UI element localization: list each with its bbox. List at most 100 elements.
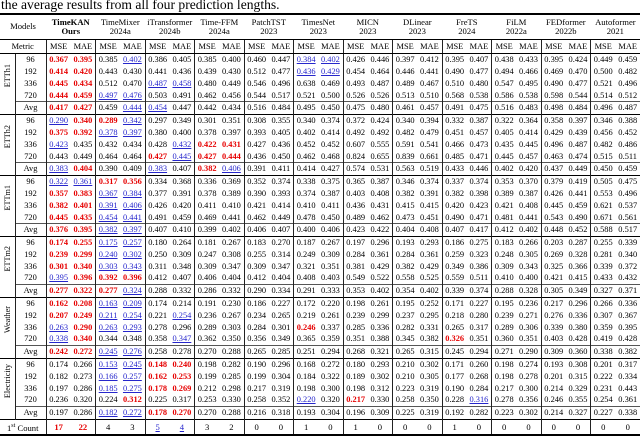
mse-value-cell: 0.454 [144, 101, 170, 115]
mse-value-cell: 0.174 [45, 236, 71, 249]
mse-value-cell: 0.198 [293, 382, 319, 395]
mae-value-cell: 0.477 [271, 66, 291, 76]
table-row: Avg 0.376 0.395 0.382 0.397 0.407 0.410 0.399 0.… [0, 223, 640, 237]
horizon-label: 336 [14, 199, 46, 212]
mae-value-cell: 0.309 [320, 249, 340, 259]
mae-value-cell: 0.270 [271, 238, 291, 248]
count-value-cell: 3 [194, 419, 220, 436]
mse-value-cell: 0.288 [144, 284, 170, 298]
mse-value-cell: 0.400 [293, 223, 319, 237]
mae-value-cell: 0.423 [469, 200, 489, 210]
mae-value-cell: 0.374 [320, 116, 340, 126]
mae-value-cell: 0.294 [466, 345, 492, 359]
mse-value-cell: 0.408 [293, 272, 319, 285]
count-value-cell: 0 [427, 421, 432, 432]
mse-value-cell: 0.162 [45, 297, 71, 310]
mae-value-cell: 0.462 [370, 212, 390, 222]
mse-value-cell: 0.217 [342, 394, 368, 407]
mse-value-cell: 0.187 [293, 236, 319, 249]
mse-value-cell: 0.189 [342, 370, 368, 383]
mse-value-cell: 0.448 [540, 223, 566, 237]
mse-value-cell: 0.210 [392, 358, 418, 371]
table-row: 336 0.197 0.286 0.185 0.275 0.178 0.269 0.212 0.… [0, 382, 640, 395]
mse-value-cell: 0.265 [243, 345, 269, 359]
mae-value-cell: 0.367 [618, 310, 638, 320]
mae-value-cell: 0.254 [172, 310, 192, 320]
mae-value-cell: 0.285 [268, 345, 294, 359]
mse-column-header: MSE [243, 39, 269, 54]
mae-value-cell: 0.449 [565, 162, 591, 176]
dataset-label: ETTm2 [2, 246, 12, 272]
horizon-label: 192 [14, 309, 46, 322]
mse-value-cell: 0.247 [194, 248, 220, 261]
mae-value-cell: 0.296 [568, 299, 588, 309]
mae-value-cell: 0.661 [420, 151, 439, 161]
mae-value-cell: 0.349 [565, 284, 591, 298]
mse-value-cell: 0.349 [441, 260, 467, 273]
model-year: 2023 [408, 26, 426, 36]
mae-value-cell: 0.271 [519, 310, 538, 320]
mae-value-cell: 0.342 [122, 116, 142, 126]
mse-value-cell: 0.403 [342, 187, 368, 200]
mse-value-cell: 0.492 [342, 126, 368, 139]
mse-value-cell: 0.382 [392, 187, 418, 200]
mae-value-cell: 0.531 [367, 162, 393, 176]
dataset-label-spacer [0, 163, 15, 176]
mse-value-cell: 0.322 [491, 114, 517, 127]
mae-value-cell: 0.356 [519, 395, 538, 405]
mse-value-cell: 0.421 [540, 272, 566, 285]
model-header-time-ffm: Time-FFM 2024a [194, 14, 245, 40]
model-year: 2022a [505, 26, 527, 36]
mse-value-cell: 0.345 [392, 333, 418, 346]
mse-value-cell: 0.490 [441, 211, 467, 224]
mse-value-cell: 0.354 [392, 284, 418, 298]
mae-column-header: MAE [268, 39, 294, 54]
mse-value-cell: 0.193 [540, 358, 566, 371]
mse-value-cell: 0.464 [95, 150, 121, 163]
mse-value-cell: 0.183 [491, 236, 517, 249]
mae-value-cell: 0.255 [73, 238, 93, 248]
mae-value-cell: 0.459 [73, 90, 93, 100]
first-count-section: 1st Count 17 22 4 3 5 4 3 2 0 0 1 0 1 0 0 0 1 0 0 0 0 0 0 0 [0, 419, 640, 436]
mse-value-cell: 0.395 [45, 272, 71, 285]
mae-value-cell: 0.351 [320, 261, 340, 271]
mse-value-cell: 0.383 [144, 162, 170, 176]
mae-value-cell: 0.409 [120, 162, 146, 176]
mse-value-cell: 0.382 [441, 187, 467, 200]
mae-value-cell: 0.487 [370, 78, 390, 88]
mse-value-cell: 0.311 [144, 260, 170, 273]
mse-value-cell: 0.177 [441, 370, 467, 383]
mae-value-cell: 0.380 [568, 322, 588, 332]
mae-value-cell: 0.402 [122, 55, 142, 65]
mae-value-cell: 0.400 [172, 127, 192, 137]
mae-value-cell: 0.387 [370, 177, 390, 187]
mae-value-cell: 0.265 [271, 310, 291, 320]
mae-value-cell: 0.500 [320, 90, 340, 100]
mse-value-cell: 0.198 [342, 297, 368, 310]
mae-value-cell: 0.526 [370, 90, 390, 100]
mae-value-cell: 0.299 [370, 310, 390, 320]
model-name: FreTS [456, 16, 478, 27]
mae-value-cell: 0.537 [618, 200, 638, 210]
mse-value-cell: 0.475 [342, 101, 368, 115]
mse-value-cell: 0.445 [491, 150, 517, 163]
mse-value-cell: 0.406 [194, 272, 220, 285]
mae-value-cell: 0.280 [469, 310, 489, 320]
mse-value-cell: 0.588 [590, 223, 616, 237]
mae-value-cell: 0.268 [469, 371, 489, 381]
mae-value-cell: 0.302 [370, 371, 390, 381]
mae-value-cell: 0.302 [516, 406, 542, 420]
mae-value-cell: 0.383 [73, 188, 93, 198]
mae-value-cell: 0.402 [320, 55, 340, 65]
mse-value-cell: 0.489 [392, 77, 418, 90]
mse-value-cell: 0.192 [441, 406, 467, 420]
mse-value-cell: 0.201 [540, 370, 566, 383]
mse-value-cell: 0.211 [95, 309, 121, 322]
count-value-cell: 0 [392, 419, 418, 436]
mae-value-cell: 0.388 [370, 334, 390, 344]
mae-value-cell: 0.430 [221, 66, 241, 76]
mse-value-cell: 0.251 [293, 345, 319, 359]
mse-column-header: MSE [540, 39, 566, 54]
mse-value-cell: 0.285 [342, 321, 368, 334]
mae-value-cell: 0.480 [367, 101, 393, 115]
